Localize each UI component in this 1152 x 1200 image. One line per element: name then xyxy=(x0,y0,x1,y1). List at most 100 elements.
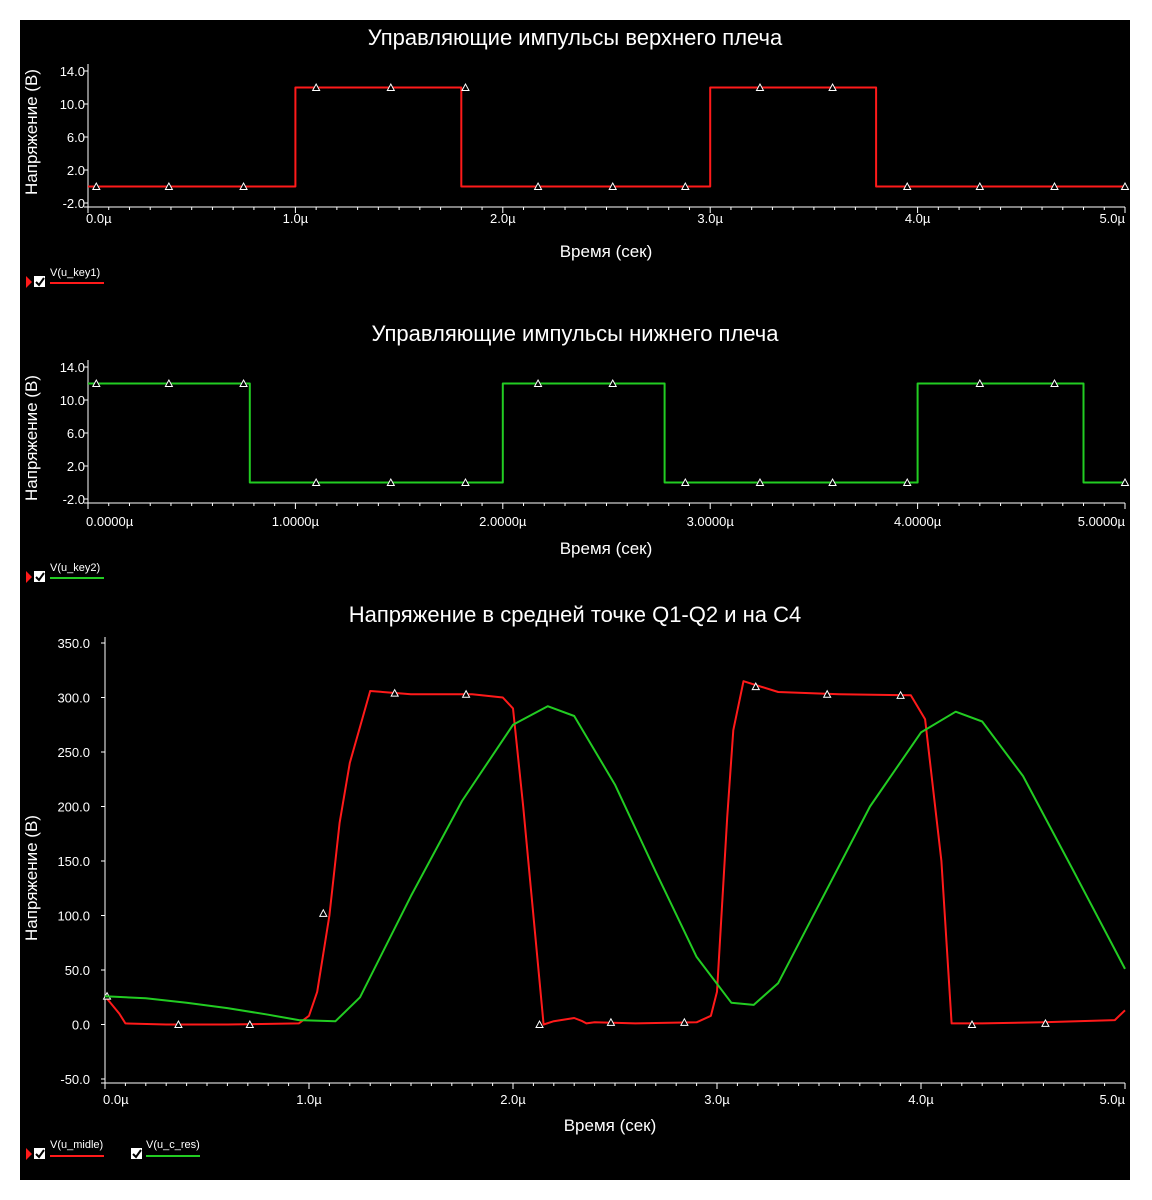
data-point-marker xyxy=(311,82,321,91)
series-line-V(u_key1) xyxy=(88,86,1125,188)
y-axis-label: Напряжение (В) xyxy=(22,69,41,195)
x-tick-label: 4.0µ xyxy=(908,1092,934,1107)
data-point-marker xyxy=(311,477,321,486)
x-axis-label: Время (сек) xyxy=(560,539,653,558)
data-point-marker xyxy=(533,181,543,190)
data-point-marker xyxy=(174,1019,183,1028)
x-tick-label: 0.0µ xyxy=(86,211,112,226)
data-point-marker xyxy=(164,378,174,387)
y-tick-label: -2.0 xyxy=(63,492,85,507)
y-tick-label: 350.0 xyxy=(57,636,90,651)
data-point-marker xyxy=(533,378,543,387)
legend-label: V(u_midle) xyxy=(50,1139,103,1151)
data-point-marker xyxy=(828,477,837,486)
chart-upper-arm-pulses: Управляющие импульсы верхнего плеча Напр… xyxy=(22,25,1130,261)
charts-canvas: Управляющие импульсы верхнего плеча Напр… xyxy=(22,25,1130,1160)
data-point-marker xyxy=(245,1019,255,1028)
checkbox-icon[interactable] xyxy=(34,571,45,582)
chart-title: Напряжение в средней точке Q1-Q2 и на C4 xyxy=(349,602,802,627)
data-point-marker xyxy=(390,688,400,697)
chart-title: Управляющие импульсы нижнего плеча xyxy=(372,321,780,346)
y-tick-label: 6.0 xyxy=(67,130,85,145)
data-point-marker xyxy=(680,181,690,190)
x-tick-label: 0.0000µ xyxy=(86,514,134,529)
data-point-marker xyxy=(239,181,248,190)
y-tick-label: 10.0 xyxy=(60,393,85,408)
legend-c-res[interactable]: V(u_c_res) xyxy=(131,1139,200,1159)
data-point-marker xyxy=(91,181,101,190)
chart-frame: Управляющие импульсы верхнего плеча Напр… xyxy=(20,20,1130,1180)
data-point-marker xyxy=(318,908,328,917)
x-tick-label: 5.0µ xyxy=(1099,211,1125,226)
data-point-marker xyxy=(608,181,618,190)
checkmark-icon xyxy=(35,572,45,582)
x-tick-label: 3.0000µ xyxy=(687,514,735,529)
x-tick-label: 4.0µ xyxy=(905,211,931,226)
legend-key2[interactable]: V(u_key2) xyxy=(26,562,104,583)
data-point-marker xyxy=(967,1019,977,1028)
series-group xyxy=(88,82,1130,190)
legend-midle[interactable]: V(u_midle) xyxy=(26,1139,104,1160)
data-point-marker xyxy=(751,682,761,691)
axes: 14.0 10.0 6.0 2.0 -2.00.0000µ 1.0000µ 2.0000µ 3… xyxy=(60,360,1126,529)
y-tick-label: 14.0 xyxy=(60,64,85,79)
data-point-marker xyxy=(822,689,832,698)
checkmark-icon xyxy=(35,277,45,287)
data-point-marker xyxy=(902,181,912,190)
legend-key1[interactable]: V(u_key1) xyxy=(26,267,104,288)
y-axis-label: Напряжение (В) xyxy=(22,815,41,941)
data-point-marker xyxy=(1041,1018,1050,1027)
y-tick-label: 200.0 xyxy=(57,800,90,815)
y-tick-label: 2.0 xyxy=(67,163,85,178)
data-point-marker xyxy=(535,1019,544,1028)
series-line-V(u_midle) xyxy=(104,680,1126,1026)
series-group xyxy=(102,680,1126,1028)
data-point-marker xyxy=(91,378,101,387)
series-line-V(u_c_res) xyxy=(104,705,1126,1023)
y-tick-label: 250.0 xyxy=(57,745,90,760)
x-tick-label: 1.0µ xyxy=(296,1092,322,1107)
x-axis-label: Время (сек) xyxy=(564,1116,657,1135)
checkbox-icon[interactable] xyxy=(34,1148,45,1159)
x-tick-label: 5.0µ xyxy=(1099,1092,1125,1107)
chart-title: Управляющие импульсы верхнего плеча xyxy=(368,25,783,50)
x-tick-label: 2.0000µ xyxy=(479,514,527,529)
data-point-marker xyxy=(461,477,470,486)
x-tick-label: 0.0µ xyxy=(103,1092,129,1107)
legend-label: V(u_c_res) xyxy=(146,1139,200,1151)
x-tick-label: 2.0µ xyxy=(500,1092,526,1107)
data-point-marker xyxy=(461,689,471,698)
x-tick-label: 4.0000µ xyxy=(894,514,942,529)
y-tick-label: -2.0 xyxy=(63,196,85,211)
data-point-marker xyxy=(239,378,248,387)
axes: 350.0 300.0 250.0 200.0 150.0 100.0 50.0 0.0 -50… xyxy=(57,636,1125,1107)
data-point-marker xyxy=(755,477,765,486)
legend-marker-icon xyxy=(26,276,32,288)
y-tick-label: 50.0 xyxy=(65,963,90,978)
x-tick-label: 1.0µ xyxy=(283,211,309,226)
y-tick-label: 14.0 xyxy=(60,360,85,375)
series-line-V(u_key2) xyxy=(88,382,1125,484)
data-point-marker xyxy=(896,690,905,699)
y-tick-label: -50.0 xyxy=(60,1072,90,1087)
chart-midpoint-voltage: Напряжение в средней точке Q1-Q2 и на C4… xyxy=(22,602,1126,1135)
data-point-marker xyxy=(828,82,837,91)
checkbox-icon[interactable] xyxy=(131,1148,142,1159)
y-axis-label: Напряжение (В) xyxy=(22,375,41,501)
data-point-marker xyxy=(386,477,396,486)
checkbox-icon[interactable] xyxy=(34,276,45,287)
legend-marker-icon xyxy=(26,1148,32,1160)
y-tick-label: 2.0 xyxy=(67,459,85,474)
y-tick-label: 150.0 xyxy=(57,854,90,869)
series-group xyxy=(88,378,1130,486)
x-axis-label: Время (сек) xyxy=(560,242,653,261)
data-point-marker xyxy=(1120,181,1130,190)
data-point-marker xyxy=(461,82,470,91)
data-point-marker xyxy=(902,477,912,486)
x-tick-label: 3.0µ xyxy=(697,211,723,226)
y-tick-label: 10.0 xyxy=(60,97,85,112)
chart-lower-arm-pulses: Управляющие импульсы нижнего плеча Напря… xyxy=(22,321,1130,558)
data-point-marker xyxy=(386,82,396,91)
data-point-marker xyxy=(608,378,618,387)
data-point-marker xyxy=(975,378,985,387)
